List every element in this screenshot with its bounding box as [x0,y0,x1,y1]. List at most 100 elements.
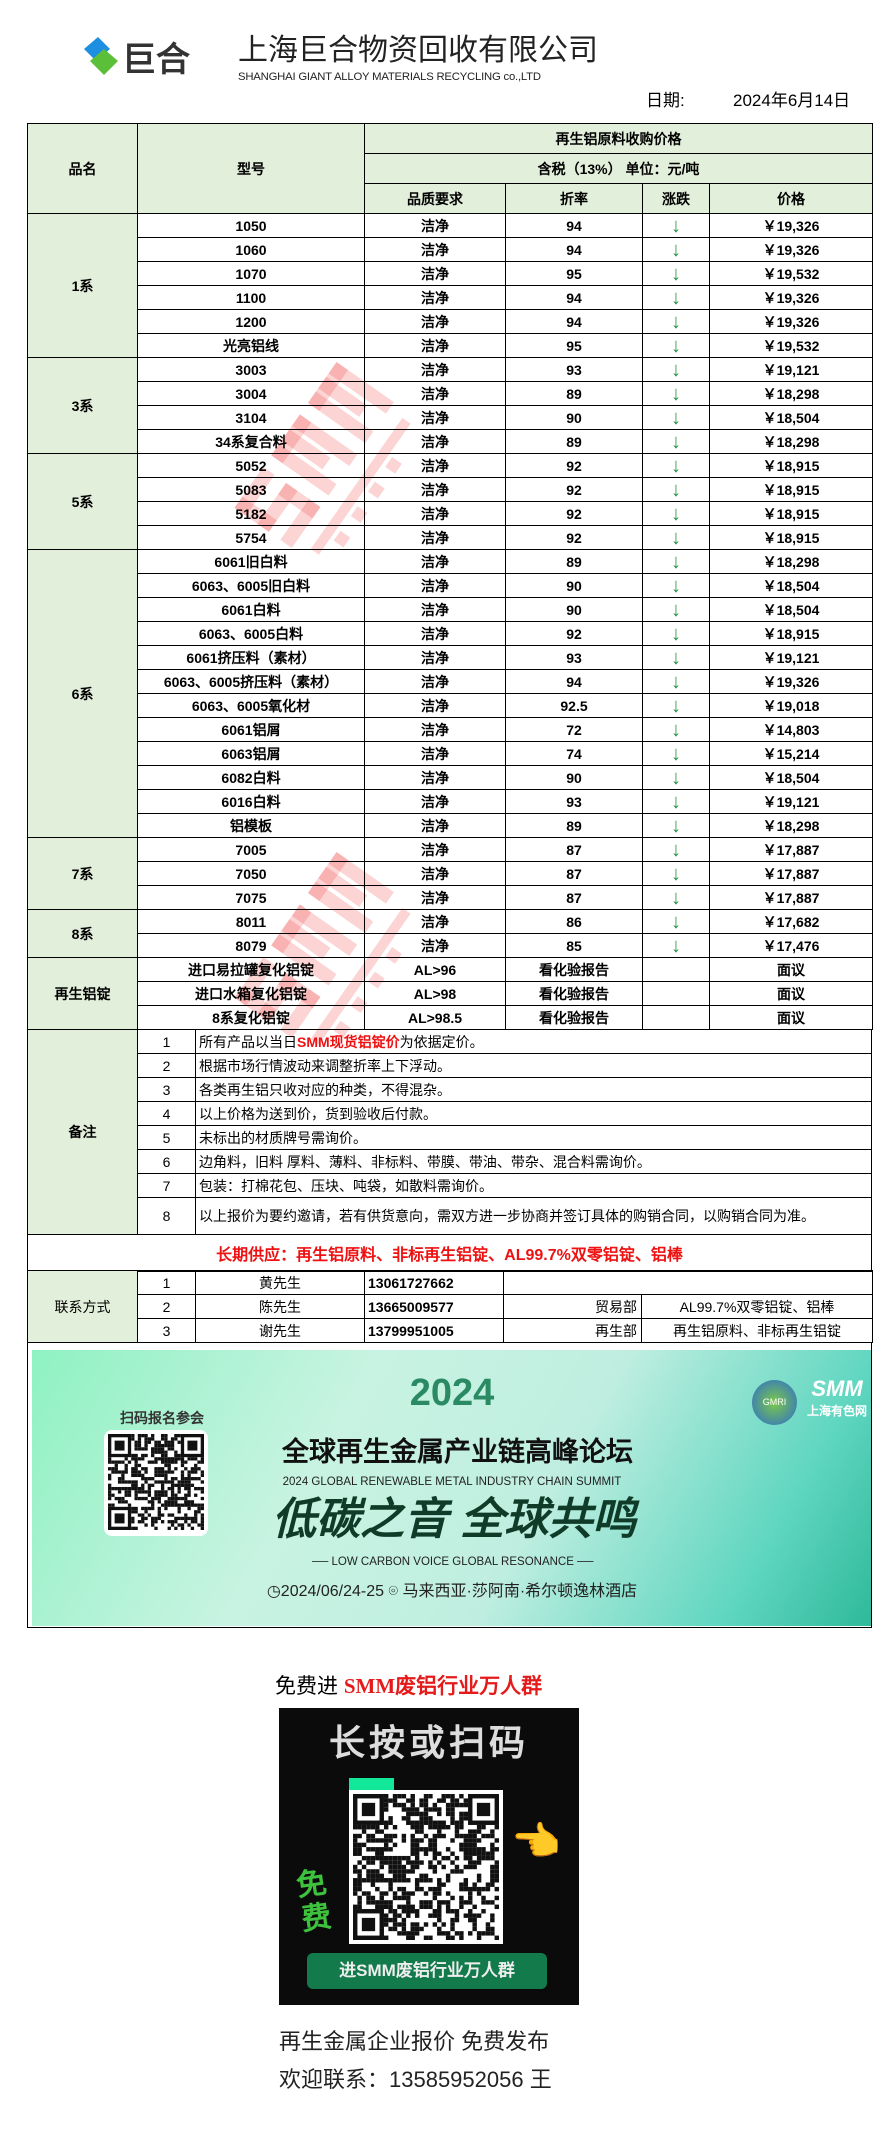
group-qr-code[interactable] [349,1790,503,1944]
change-cell: ↓ [642,213,710,238]
note-text-part: 为依据定价。 [399,1033,484,1050]
promo-contact: 欢迎联系：13585952056 王 [279,2067,552,2092]
rate-cell: 87 [505,837,643,862]
pointing-hand-icon: 👈 [511,1820,561,1864]
rate-cell: 72 [505,717,643,742]
qr-code[interactable] [104,1430,208,1536]
rate-cell: 93 [505,789,643,814]
change-cell: ↓ [642,453,710,478]
model-cell: 34系复合料 [137,429,365,454]
model-cell: 6061挤压料（素材） [137,645,365,670]
note-text-part: 各类再生铝只收对应的种类，不得混杂。 [199,1081,451,1098]
table-row: 6082白料 洁净 90 ↓ ￥18,504 [28,765,873,790]
arrow-down-icon: ↓ [671,262,681,285]
price-cell: ￥18,915 [709,477,873,502]
note-number: 1 [137,1029,196,1054]
group-qr-card[interactable]: 长按或扫码 👈 免费 进SMM废铝行业万人群 [279,1708,579,2005]
change-cell: ↓ [642,525,710,550]
contact-number: 1 [137,1270,196,1295]
change-cell: ↓ [642,621,710,646]
rate-cell: 89 [505,429,643,454]
change-cell: ↓ [642,837,710,862]
arrow-down-icon: ↓ [671,214,681,237]
free-badge: 免费 [294,1866,334,1937]
quality-cell: 洁净 [364,309,506,334]
model-cell: 5052 [137,453,365,478]
price-cell: ￥19,326 [709,309,873,334]
quality-cell: 洁净 [364,453,506,478]
rate-cell: 94 [505,309,643,334]
quality-cell: 洁净 [364,765,506,790]
category-name: 再生铝锭 [27,957,138,1030]
scan-label: 扫码报名参会 [120,1410,204,1426]
arrow-down-icon: ↓ [671,718,681,741]
table-row: 6系 6061旧白料 洁净 89 ↓ ￥18,298 [27,549,873,838]
note-text: 以上价格为送到价，货到验收后付款。 [195,1101,872,1126]
price-cell: ￥17,887 [709,837,873,862]
note-number: 4 [137,1101,196,1126]
header-product-name: 品名 [27,123,138,214]
change-cell: ↓ [642,573,710,598]
model-cell: 8079 [137,933,365,958]
qr-title: 长按或扫码 [328,1722,529,1763]
note-text: 根据市场行情波动来调整折率上下浮动。 [195,1053,872,1078]
quality-cell: 洁净 [364,909,506,934]
note-number: 8 [137,1197,196,1235]
quality-cell: 洁净 [364,861,506,886]
header-price: 价格 [709,183,873,214]
price-cell: ￥18,915 [709,453,873,478]
arrow-down-icon: ↓ [671,886,681,909]
note-text: 边角料，旧料 厚料、薄料、非标料、带膜、带油、带杂、混合料需询价。 [195,1149,872,1174]
arrow-down-icon: ↓ [671,286,681,309]
price-cell: ￥19,018 [709,693,873,718]
change-cell: ↓ [642,357,710,382]
note-row: 2 根据市场行情波动来调整折率上下浮动。 [28,1053,872,1078]
arrow-down-icon: ↓ [671,358,681,381]
arrow-down-icon: ↓ [671,862,681,885]
header-quality: 品质要求 [364,183,506,214]
arrow-down-icon: ↓ [671,910,681,933]
arrow-down-icon: ↓ [671,502,681,525]
price-cell: ￥19,532 [709,261,873,286]
note-text-part: 所有产品以当日 [199,1033,297,1050]
join-group-button[interactable]: 进SMM废铝行业万人群 [307,1953,547,1989]
contact-dept: 贸易部 [503,1294,642,1319]
date-value: 2024年6月14日 [733,91,851,110]
price-cell: ￥15,214 [709,741,873,766]
quality-cell: 洁净 [364,621,506,646]
arrow-down-icon: ↓ [671,406,681,429]
contact-phone[interactable]: 13061727662 [364,1270,504,1295]
price-cell: ￥19,121 [709,645,873,670]
arrow-down-icon: ↓ [671,766,681,789]
note-text: 各类再生铝只收对应的种类，不得混杂。 [195,1077,872,1102]
model-cell: 进口水箱复化铝锭 [137,981,365,1006]
note-text: 以上报价为要约邀请，若有供货意向，需双方进一步协商并签订具体的购销合同，以购销合… [195,1197,872,1235]
arrow-down-icon: ↓ [671,934,681,957]
summit-banner[interactable]: 2024 GMRI SMM 上海有色网 扫码报名参会 全球再生金属产业链高峰论坛… [32,1350,871,1626]
change-cell: ↓ [642,885,710,910]
model-cell: 1060 [137,237,365,262]
quality-cell: 洁净 [364,549,506,574]
contact-row: 2 陈先生 13665009577 贸易部 AL99.7%双零铝锭、铝棒 [28,1294,873,1319]
change-cell [642,981,710,1006]
table-row: 3104 洁净 90 ↓ ￥18,504 [28,405,873,430]
quality-cell: 洁净 [364,525,506,550]
model-cell: 6061旧白料 [137,549,365,574]
change-cell [642,957,710,982]
contact-phone[interactable]: 13799951005 [364,1318,504,1343]
price-cell: ￥18,298 [709,429,873,454]
supply-row: 长期供应：再生铝原料、非标再生铝锭、AL99.7%双零铝锭、铝棒 [27,1234,872,1272]
note-text-part: 包装：打棉花包、压块、吨袋，如散料需询价。 [199,1177,493,1194]
price-cell: ￥18,504 [709,765,873,790]
note-text-part: 未标出的材质牌号需询价。 [199,1129,367,1146]
rate-cell: 90 [505,573,643,598]
long-term-supply: 长期供应：再生铝原料、非标再生铝锭、AL99.7%双零铝锭、铝棒 [27,1234,872,1272]
price-cell: ￥17,476 [709,933,873,958]
change-cell: ↓ [642,645,710,670]
table-row: 34系复合料 洁净 89 ↓ ￥18,298 [28,429,873,454]
quality-cell: 洁净 [364,837,506,862]
quality-cell: 洁净 [364,261,506,286]
table-row: 5754 洁净 92 ↓ ￥18,915 [28,525,873,550]
contact-phone[interactable]: 13665009577 [364,1294,504,1319]
contacts-table: 联系方式 1 黄先生 13061727662 2 陈先生 13665009577 贸易部 AL9… [27,1270,873,1343]
